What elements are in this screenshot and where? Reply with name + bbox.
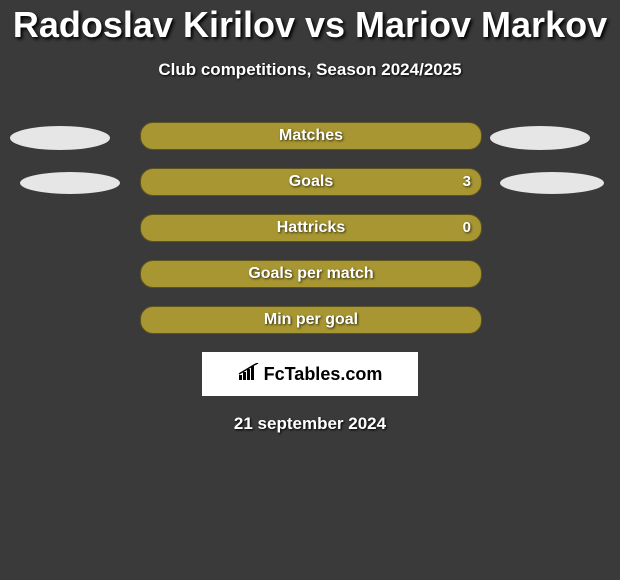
stat-value-right: 3 bbox=[463, 169, 471, 195]
subtitle: Club competitions, Season 2024/2025 bbox=[0, 60, 620, 80]
left-ellipse bbox=[20, 172, 120, 194]
stat-bar: Min per goal bbox=[140, 306, 482, 334]
stat-bar: Hattricks0 bbox=[140, 214, 482, 242]
stat-label: Goals bbox=[141, 169, 481, 195]
comparison-infographic: Radoslav Kirilov vs Mariov Markov Club c… bbox=[0, 0, 620, 580]
stat-bar: Goals per match bbox=[140, 260, 482, 288]
stat-label: Matches bbox=[141, 123, 481, 149]
logo: FcTables.com bbox=[238, 363, 383, 386]
stat-label: Min per goal bbox=[141, 307, 481, 333]
stat-label: Hattricks bbox=[141, 215, 481, 241]
stat-row: Matches bbox=[0, 122, 620, 150]
page-title: Radoslav Kirilov vs Mariov Markov bbox=[0, 0, 620, 46]
stat-row: Goals3 bbox=[0, 168, 620, 196]
right-ellipse bbox=[490, 126, 590, 150]
stat-bar: Goals3 bbox=[140, 168, 482, 196]
logo-box: FcTables.com bbox=[202, 352, 418, 396]
stat-label: Goals per match bbox=[141, 261, 481, 287]
logo-text: FcTables.com bbox=[264, 364, 383, 385]
stat-bar: Matches bbox=[140, 122, 482, 150]
stat-row: Hattricks0 bbox=[0, 214, 620, 242]
chart-area: Matches Goals3 Hattricks0 Goals per match Mi… bbox=[0, 122, 620, 334]
left-ellipse bbox=[10, 126, 110, 150]
bar-chart-icon bbox=[238, 363, 260, 386]
stat-row: Min per goal bbox=[0, 306, 620, 334]
stat-row: Goals per match bbox=[0, 260, 620, 288]
right-ellipse bbox=[500, 172, 604, 194]
stat-value-right: 0 bbox=[463, 215, 471, 241]
date-line: 21 september 2024 bbox=[0, 414, 620, 434]
